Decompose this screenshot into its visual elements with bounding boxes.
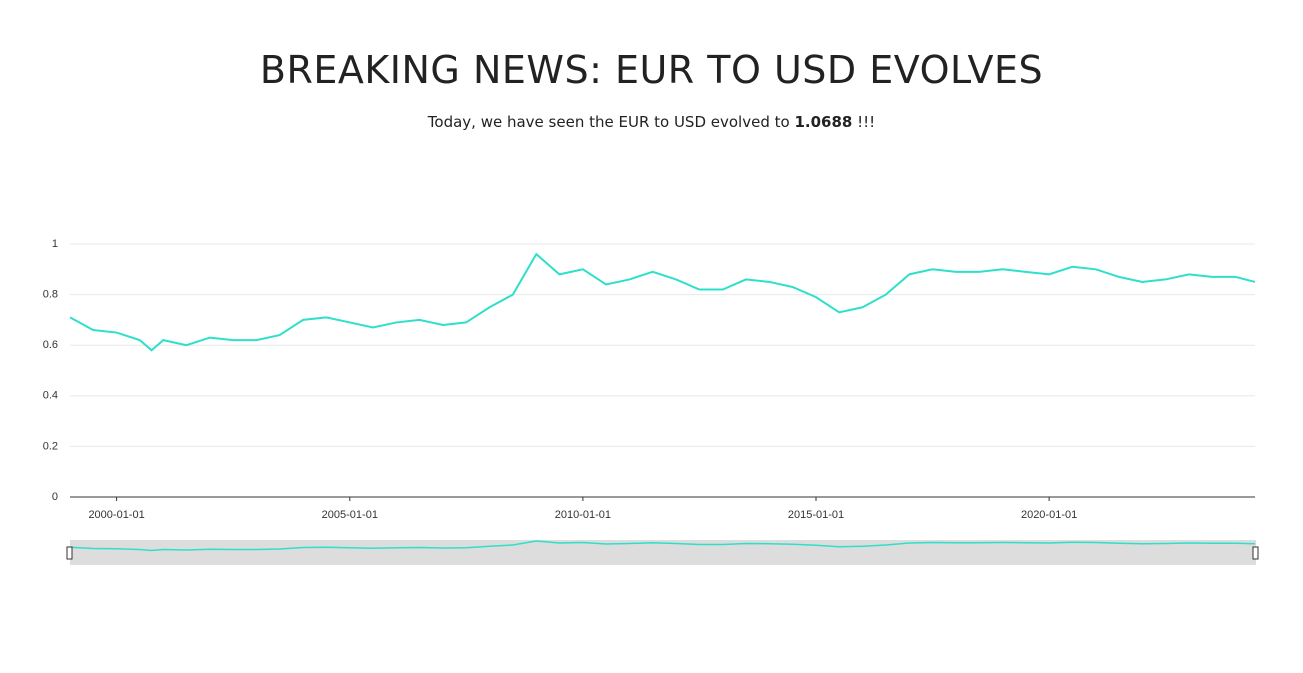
line	[69, 252, 1256, 352]
x-tick-label: 2010-01-01	[555, 509, 611, 521]
highlight-value: 1.0688	[794, 113, 853, 131]
navigator-handle[interactable]	[66, 546, 73, 560]
navigator-handle[interactable]	[1252, 546, 1259, 560]
y-tick-label: 0.6	[43, 339, 58, 351]
x-tick-label: 2000-01-01	[88, 509, 144, 521]
x-tick-label: 2020-01-01	[1021, 509, 1077, 521]
y-tick-label: 0.2	[43, 440, 58, 452]
subtitle: Today, we have seen the EUR to USD evolv…	[0, 113, 1303, 131]
headline: BREAKING NEWS: EUR TO USD EVOLVES	[259, 48, 1044, 92]
subtitle-suffix: !!!	[857, 113, 876, 131]
subtitle-text: Today, we have seen the EUR to USD evolv…	[427, 113, 790, 131]
y-tick-label: 0.4	[43, 390, 58, 402]
y-tick-label: 0.8	[43, 289, 58, 301]
y-tick-label: 0	[52, 491, 58, 503]
chart: 0 0.2 0.4 0.6 0.8 1 2000-01-01 2005-01-01 2010-0…	[43, 238, 1259, 565]
x-tick-label: 2005-01-01	[322, 509, 378, 521]
y-tick-label: 1	[52, 238, 58, 250]
page: {"header": {"title": "BREAKING NEWS: EUR…	[0, 48, 1303, 565]
x-tick-label: 2015-01-01	[788, 509, 844, 521]
